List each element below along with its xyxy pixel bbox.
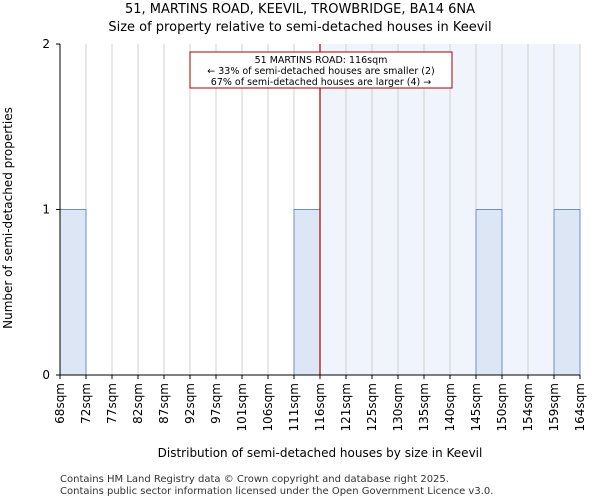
x-tick-label: 101sqm <box>235 383 249 431</box>
y-tick-label: 1 <box>42 203 50 217</box>
annotation-line: 51 MARTINS ROAD: 116sqm <box>255 55 388 66</box>
chart-title: 51, MARTINS ROAD, KEEVIL, TROWBRIDGE, BA… <box>124 2 476 17</box>
x-tick-label: 135sqm <box>417 383 431 431</box>
x-tick-label: 159sqm <box>547 383 561 431</box>
y-axis-label: Number of semi-detached properties <box>1 107 15 329</box>
x-tick-label: 77sqm <box>105 383 119 424</box>
x-tick-label: 145sqm <box>469 383 483 431</box>
chart-subtitle: Size of property relative to semi-detach… <box>108 20 492 35</box>
footer-licence: Contains public sector information licen… <box>60 486 494 497</box>
x-tick-label: 154sqm <box>521 383 535 431</box>
x-tick-label: 116sqm <box>313 383 327 431</box>
x-tick-label: 140sqm <box>443 383 457 431</box>
x-tick-label: 111sqm <box>287 383 301 431</box>
x-tick-label: 130sqm <box>391 383 405 431</box>
bar <box>293 209 321 376</box>
x-tick-label: 87sqm <box>157 383 171 424</box>
x-tick-label: 150sqm <box>495 383 509 431</box>
x-tick-label: 72sqm <box>79 383 93 424</box>
y-tick-label: 0 <box>42 368 50 382</box>
x-tick-label: 82sqm <box>131 383 145 424</box>
x-tick-label: 125sqm <box>365 383 379 431</box>
x-tick-label: 68sqm <box>53 383 67 424</box>
annotation-box <box>189 51 453 89</box>
bar <box>553 209 581 376</box>
bar <box>59 209 87 376</box>
x-tick-label: 97sqm <box>209 383 223 424</box>
annotation-line: ← 33% of semi-detached houses are smalle… <box>207 66 435 77</box>
x-tick-label: 92sqm <box>183 383 197 424</box>
y-tick-label: 2 <box>42 37 50 51</box>
x-axis-label: Distribution of semi-detached houses by … <box>158 446 483 460</box>
annotation-line: 67% of semi-detached houses are larger (… <box>211 77 431 88</box>
bar <box>475 209 503 376</box>
x-tick-label: 121sqm <box>339 383 353 431</box>
x-tick-label: 106sqm <box>261 383 275 431</box>
x-tick-label: 164sqm <box>573 383 587 431</box>
footer-copyright: Contains HM Land Registry data © Crown c… <box>60 474 449 485</box>
